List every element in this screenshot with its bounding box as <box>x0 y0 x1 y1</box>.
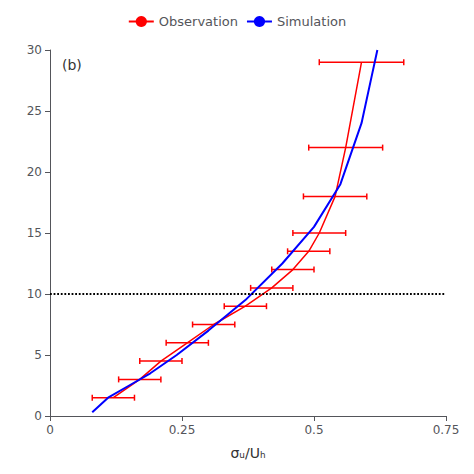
svg-text:25: 25 <box>27 104 42 118</box>
svg-text:σᵤ/Uₕ: σᵤ/Uₕ <box>230 445 265 461</box>
svg-text:0.5: 0.5 <box>304 423 323 437</box>
svg-text:0: 0 <box>34 409 42 423</box>
svg-text:5: 5 <box>34 348 42 362</box>
svg-text:0.25: 0.25 <box>169 423 196 437</box>
svg-text:0.75: 0.75 <box>433 423 460 437</box>
svg-text:(b): (b) <box>62 57 82 73</box>
svg-text:Observation: Observation <box>159 14 238 29</box>
svg-text:Simulation: Simulation <box>277 14 346 29</box>
svg-text:15: 15 <box>27 226 42 240</box>
svg-text:0: 0 <box>46 423 54 437</box>
svg-text:20: 20 <box>27 165 42 179</box>
svg-text:10: 10 <box>27 287 42 301</box>
svg-text:30: 30 <box>27 43 42 57</box>
